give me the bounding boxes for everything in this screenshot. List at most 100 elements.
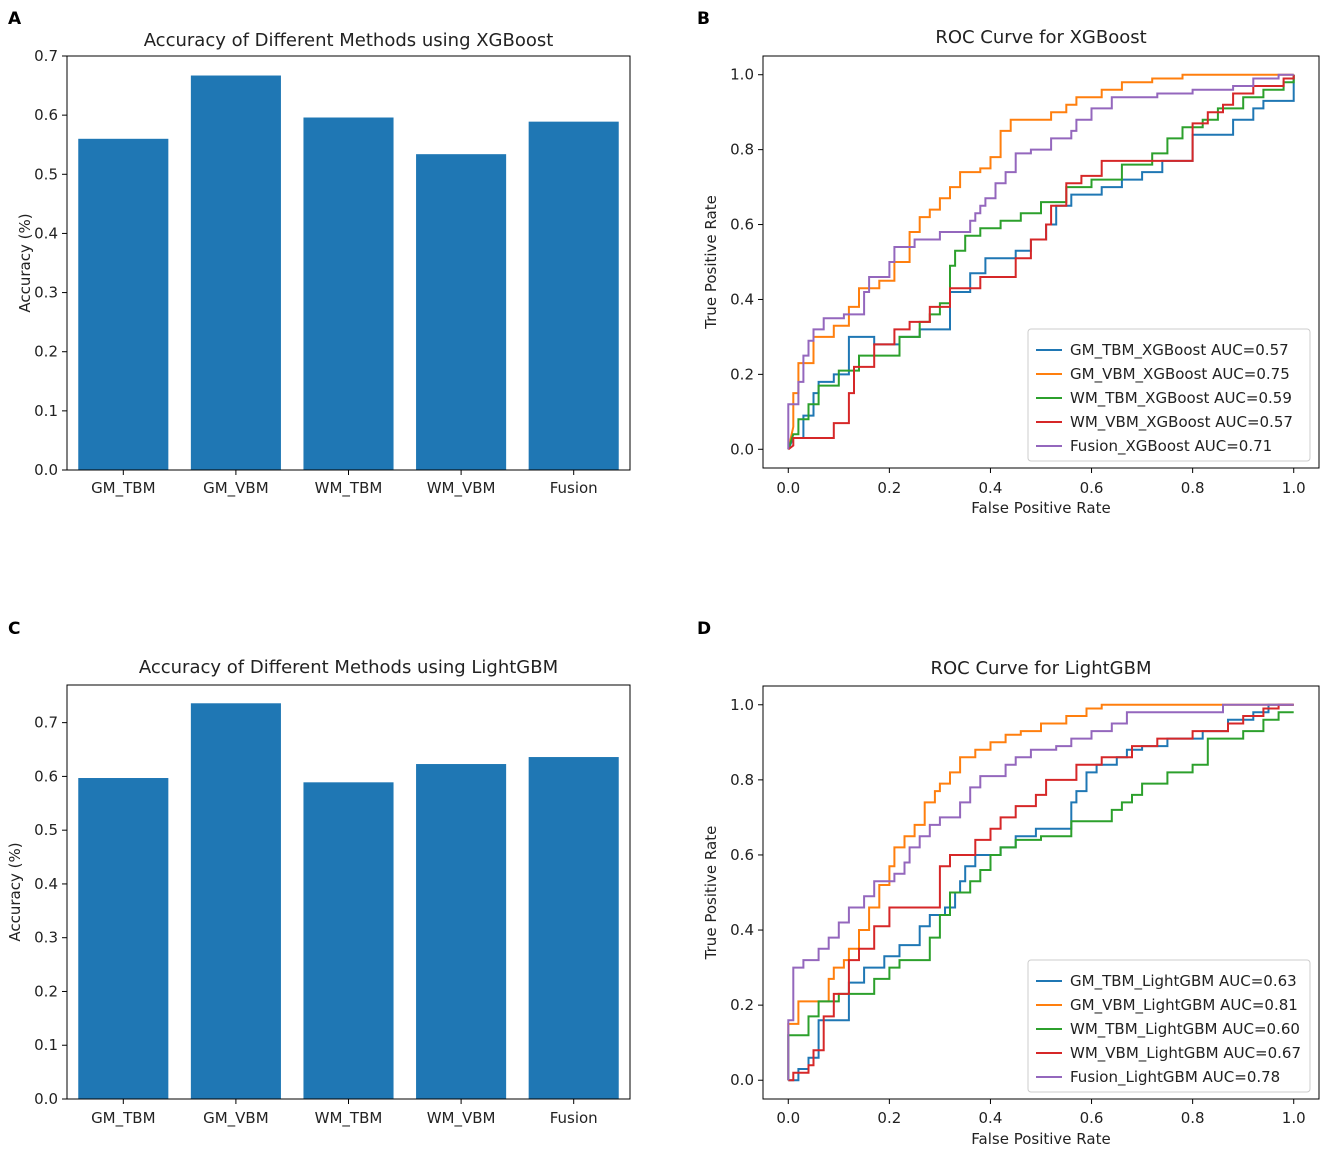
chart-title: ROC Curve for XGBoost	[935, 27, 1146, 48]
legend-entry: WM_VBM_XGBoost AUC=0.57	[1070, 413, 1293, 432]
legend-entry: Fusion_XGBoost AUC=0.71	[1070, 437, 1272, 456]
y-axis-label: Accuracy (%)	[16, 213, 34, 312]
x-tick-label: Fusion	[550, 479, 598, 497]
y-tick-label: 0.8	[730, 141, 754, 159]
legend-entry: Fusion_LightGBM AUC=0.78	[1070, 1068, 1280, 1087]
y-tick-label: 1.0	[730, 696, 754, 714]
bar-gm-vbm	[190, 75, 281, 470]
x-tick-label: 1.0	[1282, 1109, 1306, 1127]
legend-frame	[1027, 328, 1311, 462]
x-tick-label: 0.2	[877, 479, 901, 497]
y-axis-label: Accuracy (%)	[6, 842, 24, 941]
panel-label-a: A	[8, 9, 22, 29]
y-tick-label: 0.5	[34, 165, 58, 183]
y-tick-label: 0.5	[34, 821, 58, 839]
y-tick-label: 0.7	[34, 714, 58, 732]
panel-label-d: D	[697, 619, 711, 639]
legend-entry: GM_VBM_XGBoost AUC=0.75	[1070, 365, 1290, 384]
x-tick-label: 0.4	[979, 479, 1003, 497]
x-tick-label: 0.4	[979, 1109, 1003, 1127]
x-tick-label: 0.8	[1181, 1109, 1205, 1127]
x-tick-label: GM_TBM	[91, 1109, 155, 1128]
x-tick-label: WM_VBM	[427, 479, 496, 498]
legend: GM_TBM_XGBoost AUC=0.57 GM_VBM_XGBoost AU…	[1027, 328, 1311, 462]
y-tick-label: 0.6	[730, 846, 754, 864]
panel-label-c: C	[8, 619, 20, 639]
bar-fusion	[528, 757, 619, 1099]
y-tick-label: 0.0	[34, 461, 58, 479]
y-tick-label: 0.2	[34, 343, 58, 361]
roc-line-wm-tbm-xgboost	[787, 74, 1295, 450]
roc-line-wm-vbm-lightgbm	[788, 703, 1294, 1082]
x-tick-label: 0.0	[776, 479, 800, 497]
legend: GM_TBM_LightGBM AUC=0.63 GM_VBM_LightGBM …	[1027, 959, 1311, 1093]
x-tick-label: WM_TBM	[315, 479, 383, 498]
roc-line-fusion-lightgbm	[787, 703, 1294, 1081]
chart-title: Accuracy of Different Methods using Ligh…	[139, 657, 558, 678]
x-tick-label: 0.2	[877, 1109, 901, 1127]
bar-fusion	[528, 121, 619, 471]
y-tick-label: 0.0	[730, 440, 754, 458]
roc-line-wm-vbm-xgboost	[787, 74, 1295, 451]
x-tick-label: 0.8	[1181, 479, 1205, 497]
legend-entry: WM_TBM_XGBoost AUC=0.59	[1070, 389, 1292, 408]
legend-frame	[1027, 959, 1311, 1093]
x-tick-label: GM_VBM	[203, 479, 269, 498]
legend-entry: WM_VBM_LightGBM AUC=0.67	[1070, 1044, 1301, 1063]
y-axis-label: True Positive Rate	[702, 826, 720, 961]
x-tick-label: 0.6	[1080, 1109, 1104, 1127]
panel-label-b: B	[697, 9, 710, 29]
y-tick-label: 0.3	[34, 929, 58, 947]
roc-line-fusion-xgboost	[787, 73, 1294, 450]
x-tick-label: WM_VBM	[427, 1109, 496, 1128]
y-tick-label: 0.4	[34, 224, 58, 242]
bar-gm-tbm	[78, 138, 169, 471]
bar-wm-vbm	[416, 154, 507, 471]
x-tick-label: 1.0	[1282, 479, 1306, 497]
y-tick-label: 0.4	[34, 875, 58, 893]
x-tick-label: GM_TBM	[91, 479, 155, 498]
y-tick-label: 0.6	[34, 106, 58, 124]
legend-entry: GM_TBM_XGBoost AUC=0.57	[1070, 341, 1289, 360]
bar-wm-tbm	[303, 782, 394, 1099]
x-axis-label: False Positive Rate	[971, 499, 1110, 517]
chart-xgboost-accuracy: Accuracy of Different Methods using XGBo…	[16, 30, 631, 498]
roc-line-wm-tbm-lightgbm	[787, 711, 1294, 1081]
y-tick-label: 0.0	[34, 1090, 58, 1108]
chart-title: ROC Curve for LightGBM	[930, 658, 1151, 679]
y-tick-label: 0.6	[34, 767, 58, 785]
y-tick-label: 0.4	[730, 290, 754, 308]
plot-frame	[762, 55, 1320, 469]
y-tick-label: 1.0	[730, 66, 754, 84]
legend-entry: GM_TBM_LightGBM AUC=0.63	[1070, 972, 1297, 991]
y-tick-label: 0.2	[730, 365, 754, 383]
legend-entry: GM_VBM_LightGBM AUC=0.81	[1070, 996, 1298, 1015]
roc-line-gm-vbm-lightgbm	[787, 703, 1294, 1081]
x-axis-label: False Positive Rate	[971, 1130, 1110, 1148]
plot-frame	[66, 55, 631, 471]
chart-lightgbm-accuracy: Accuracy of Different Methods using Ligh…	[6, 657, 631, 1128]
x-tick-label: 0.6	[1080, 479, 1104, 497]
bar-wm-vbm	[416, 764, 507, 1099]
y-tick-label: 0.3	[34, 284, 58, 302]
y-tick-label: 0.1	[34, 402, 58, 420]
y-tick-label: 0.2	[730, 996, 754, 1014]
y-tick-label: 0.1	[34, 1036, 58, 1054]
roc-line-gm-vbm-xgboost	[787, 73, 1294, 450]
y-tick-label: 0.2	[34, 982, 58, 1000]
y-tick-label: 0.6	[730, 216, 754, 234]
chart-xgboost-roc: ROC Curve for XGBoost 0.0 0.2 0.4 0.6 0.8 1.0 0…	[702, 27, 1320, 517]
y-tick-label: 0.0	[730, 1071, 754, 1089]
y-tick-label: 0.7	[34, 47, 58, 65]
x-tick-label: GM_VBM	[203, 1109, 269, 1128]
x-tick-label: WM_TBM	[315, 1109, 383, 1128]
y-tick-label: 0.8	[730, 771, 754, 789]
bar-wm-tbm	[303, 117, 394, 470]
bar-gm-vbm	[190, 703, 281, 1099]
y-tick-label: 0.4	[730, 921, 754, 939]
bar-gm-tbm	[78, 778, 169, 1099]
y-axis-label: True Positive Rate	[702, 195, 720, 330]
x-tick-label: 0.0	[776, 1109, 800, 1127]
plot-frame	[66, 684, 631, 1100]
